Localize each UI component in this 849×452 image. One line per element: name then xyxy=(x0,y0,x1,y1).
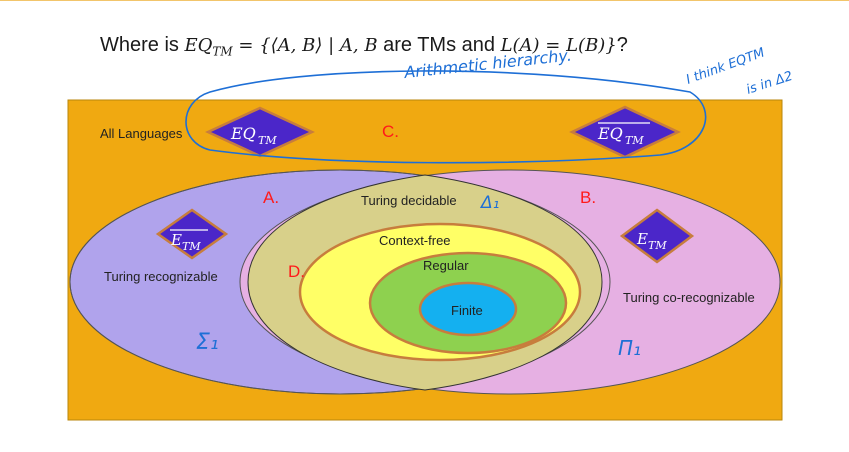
letter-a: A. xyxy=(263,188,279,207)
eq-tm-sub: TM xyxy=(258,134,277,147)
e-tm-complement-base: E xyxy=(170,231,182,249)
e-tm-complement-diamond: E TM xyxy=(155,208,229,260)
title-mid: are TMs and xyxy=(377,34,501,56)
finite-label: Finite xyxy=(451,303,483,318)
finite-region xyxy=(418,281,518,337)
letter-c: C. xyxy=(382,122,399,141)
arithmetic-hierarchy-loop xyxy=(185,70,707,164)
all-languages-label: All Languages xyxy=(100,126,183,141)
eq-tm-complement-base: EQ xyxy=(597,124,623,143)
title-set: = {⟨A, B⟩ | A, B xyxy=(232,35,378,56)
turing-corecognizable-label: Turing co-recognizable xyxy=(623,290,755,305)
eq-tm-complement-sub: TM xyxy=(625,134,644,147)
letter-b: B. xyxy=(580,188,596,207)
arithmetic-hierarchy-note: Arithmetic hierarchy. xyxy=(402,46,572,83)
title-eq-sub: TM xyxy=(212,44,233,59)
recognizable-outline xyxy=(69,169,611,395)
eq-tm-base: EQ xyxy=(230,124,256,143)
e-tm-base: E xyxy=(636,230,648,248)
think-note-line2: is in Δ2 xyxy=(745,69,795,98)
pi1-note: Π₁ xyxy=(618,336,641,360)
page-title: Where is EQTM = {⟨A, B⟩ | A, B are TMs a… xyxy=(100,34,628,59)
sigma1-note: Σ₁ xyxy=(196,330,219,355)
e-tm-complement-sub: TM xyxy=(182,240,201,253)
title-lang-eq: L(A) = L(B)} xyxy=(500,35,617,56)
delta1-note: Δ₁ xyxy=(479,193,499,213)
turing-recognizable-label: Turing recognizable xyxy=(104,269,218,284)
title-prefix: Where is xyxy=(100,34,185,56)
letter-d: D. xyxy=(288,262,305,281)
title-eq: EQTM = {⟨A, B⟩ | A, B xyxy=(184,35,378,59)
title-eq-base: EQ xyxy=(184,35,213,56)
eq-tm-diamond: EQ TM xyxy=(205,106,315,158)
context-free-label: Context-free xyxy=(379,233,451,248)
title-suffix: ? xyxy=(616,34,628,56)
top-rule xyxy=(0,0,849,1)
turing-decidable-label: Turing decidable xyxy=(361,193,457,208)
e-tm-diamond: E TM xyxy=(619,208,695,264)
e-tm-sub: TM xyxy=(648,239,667,252)
regular-label: Regular xyxy=(423,258,469,273)
